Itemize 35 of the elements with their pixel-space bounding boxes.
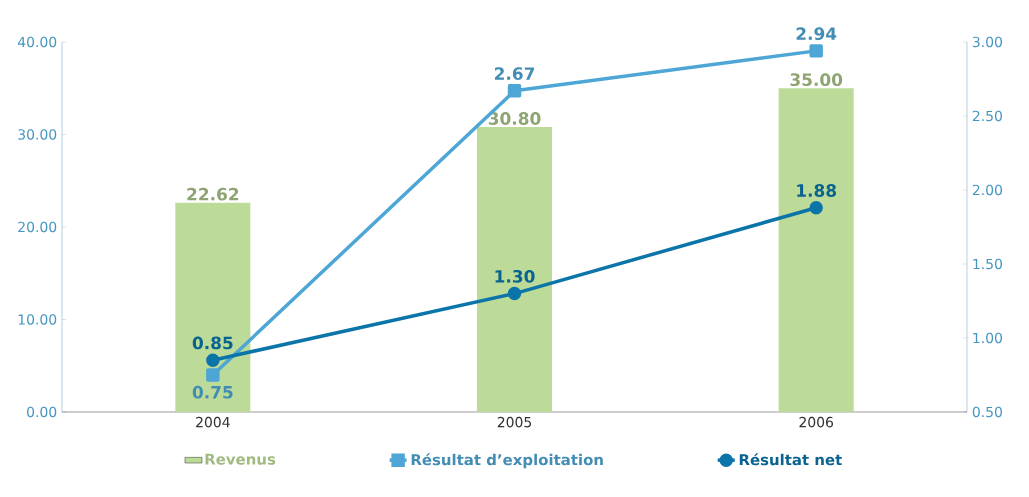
data-label: 35.00 bbox=[790, 73, 843, 87]
y-tick-label: 10.00 bbox=[18, 314, 57, 325]
point bbox=[507, 286, 522, 301]
bar bbox=[175, 202, 251, 412]
data-label: 2.94 bbox=[796, 27, 837, 41]
y2-tick-label: 0.50 bbox=[972, 406, 1002, 418]
y2-tick-label: 1.50 bbox=[973, 258, 1002, 270]
y-tick-label: 0.00 bbox=[27, 406, 57, 418]
y2-tick-label: 2.00 bbox=[972, 184, 1002, 196]
y2-tick-label: 1.00 bbox=[973, 332, 1002, 344]
data-label: 1.88 bbox=[797, 184, 837, 197]
x-tick-label: 2006 bbox=[799, 416, 834, 428]
data-label: 1.30 bbox=[495, 269, 535, 283]
y-tick-label: 40.00 bbox=[17, 36, 57, 48]
legend-label: Revenus bbox=[205, 453, 276, 465]
x-tick-label: 2004 bbox=[196, 416, 230, 428]
point bbox=[206, 368, 220, 382]
y-tick-label: 20.00 bbox=[18, 221, 57, 233]
data-label: 0.75 bbox=[192, 385, 233, 399]
point bbox=[206, 353, 220, 367]
point bbox=[809, 201, 823, 215]
data-label: 2.67 bbox=[494, 67, 535, 80]
legend-label: Résultat d’exploitation bbox=[411, 453, 603, 469]
y2-tick-label: 2.50 bbox=[972, 110, 1002, 122]
y-tick-label: 30.00 bbox=[18, 129, 57, 140]
bar bbox=[778, 88, 854, 412]
y2-tick-label: 3.00 bbox=[972, 36, 1002, 48]
point bbox=[809, 44, 823, 58]
data-label: 30.80 bbox=[488, 112, 541, 125]
data-label: 22.62 bbox=[187, 187, 239, 201]
point bbox=[507, 84, 522, 98]
bar bbox=[477, 127, 553, 412]
x-tick-label: 2005 bbox=[497, 416, 532, 428]
data-label: 0.85 bbox=[192, 336, 233, 350]
legend-label: Résultat net bbox=[739, 453, 842, 466]
